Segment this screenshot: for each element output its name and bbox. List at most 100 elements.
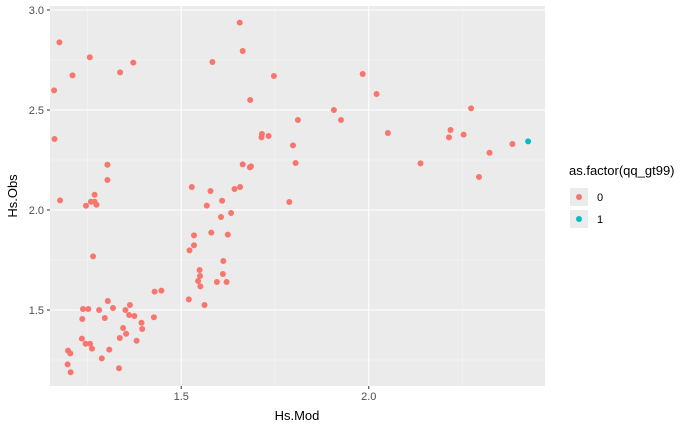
data-point-series-0-88 bbox=[373, 91, 380, 97]
data-point-series-0-56 bbox=[219, 197, 226, 204]
data-point-series-0-25 bbox=[110, 305, 116, 311]
data-point-series-0-13 bbox=[91, 191, 98, 198]
data-point-series-0-37 bbox=[106, 346, 113, 353]
x-tick-label: 2.0 bbox=[361, 391, 376, 403]
data-point-series-0-51 bbox=[188, 184, 195, 190]
data-point-series-0-4 bbox=[130, 59, 137, 66]
data-point-series-0-5 bbox=[51, 87, 58, 94]
legend-marker-0 bbox=[576, 194, 582, 200]
data-point-series-0-61 bbox=[239, 161, 246, 168]
data-point-series-0-1 bbox=[69, 72, 76, 79]
data-point-series-0-86 bbox=[338, 117, 344, 123]
data-point-series-0-6 bbox=[51, 136, 58, 142]
data-point-series-0-48 bbox=[186, 247, 193, 254]
data-point-series-0-0 bbox=[56, 39, 63, 46]
data-point-series-0-3 bbox=[117, 69, 124, 76]
y-tick-label: 3.0 bbox=[29, 5, 44, 17]
data-point-series-0-94 bbox=[468, 105, 475, 112]
data-point-series-0-97 bbox=[509, 141, 516, 147]
data-point-series-0-53 bbox=[203, 202, 210, 209]
legend-label-1: 1 bbox=[597, 214, 603, 226]
data-point-series-0-30 bbox=[101, 315, 108, 321]
data-point-series-0-21 bbox=[82, 340, 89, 347]
grid-lines bbox=[50, 6, 545, 386]
data-point-series-0-15 bbox=[90, 253, 97, 260]
data-point-series-0-72 bbox=[201, 302, 208, 308]
y-axis-title: Hs.Obs bbox=[5, 174, 20, 218]
data-point-series-0-49 bbox=[191, 242, 197, 249]
data-point-series-0-68 bbox=[196, 267, 203, 273]
data-point-series-0-92 bbox=[447, 127, 454, 133]
data-point-series-0-39 bbox=[116, 365, 122, 372]
data-point-series-0-22 bbox=[87, 340, 94, 347]
x-tick-label: 1.5 bbox=[174, 391, 189, 403]
data-point-series-0-96 bbox=[486, 149, 493, 156]
data-point-series-0-75 bbox=[209, 59, 216, 65]
data-point-series-0-65 bbox=[219, 271, 226, 277]
data-point-series-0-27 bbox=[126, 302, 133, 308]
data-point-series-0-90 bbox=[417, 160, 424, 167]
data-point-series-0-17 bbox=[85, 306, 92, 312]
data-point-series-0-43 bbox=[67, 369, 74, 376]
data-point-series-0-73 bbox=[236, 19, 243, 26]
data-point-series-0-42 bbox=[64, 361, 71, 368]
data-point-series-0-58 bbox=[228, 210, 235, 216]
data-point-series-0-24 bbox=[104, 298, 111, 304]
legend: as.factor(qq_gt99) 0 1 bbox=[569, 163, 675, 228]
data-point-series-0-83 bbox=[292, 160, 299, 166]
data-point-series-0-44 bbox=[150, 314, 157, 321]
data-point-series-0-74 bbox=[239, 48, 246, 54]
data-point-series-0-29 bbox=[131, 313, 138, 319]
y-tick-label: 1.5 bbox=[29, 305, 44, 317]
data-point-series-0-69 bbox=[197, 273, 203, 279]
data-point-series-0-70 bbox=[195, 278, 202, 284]
legend-label-0: 0 bbox=[597, 192, 603, 204]
data-point-series-0-10 bbox=[83, 202, 89, 209]
data-point-series-0-26 bbox=[122, 307, 129, 313]
data-point-series-0-47 bbox=[185, 296, 192, 303]
data-point-series-0-64 bbox=[220, 258, 227, 264]
y-axis-ticks: 1.5 2.0 2.5 3.0 bbox=[29, 5, 50, 317]
data-point-series-0-33 bbox=[116, 335, 123, 341]
data-point-series-0-59 bbox=[231, 186, 238, 192]
data-point-series-0-63 bbox=[248, 163, 254, 170]
data-point-series-0-66 bbox=[213, 279, 220, 285]
data-point-series-0-55 bbox=[218, 214, 224, 220]
data-point-series-0-19 bbox=[79, 316, 86, 322]
legend-title: as.factor(qq_gt99) bbox=[569, 163, 675, 178]
legend-marker-1 bbox=[576, 216, 582, 222]
data-point-series-0-93 bbox=[460, 131, 467, 138]
data-point-series-0-16 bbox=[80, 306, 86, 312]
data-point-series-0-60 bbox=[237, 184, 244, 190]
data-point-series-0-76 bbox=[247, 97, 254, 103]
data-point-series-0-89 bbox=[384, 130, 391, 136]
x-axis-title: Hs.Mod bbox=[275, 408, 320, 423]
data-point-series-0-23 bbox=[89, 345, 95, 352]
data-point-series-0-31 bbox=[120, 325, 127, 331]
data-point-series-0-91 bbox=[446, 134, 452, 141]
data-point-series-0-41 bbox=[67, 350, 74, 357]
data-point-series-0-71 bbox=[197, 283, 204, 290]
data-point-series-0-34 bbox=[133, 337, 140, 344]
data-point-series-0-54 bbox=[208, 229, 215, 236]
data-point-series-0-50 bbox=[191, 232, 197, 239]
data-point-series-0-80 bbox=[270, 73, 277, 79]
data-point-series-0-18 bbox=[96, 307, 103, 313]
data-point-series-0-32 bbox=[123, 330, 130, 337]
data-point-series-0-84 bbox=[294, 117, 301, 123]
data-point-series-0-2 bbox=[86, 54, 93, 61]
y-tick-label: 2.0 bbox=[29, 205, 44, 217]
data-point-series-0-14 bbox=[93, 201, 100, 208]
data-point-series-0-77 bbox=[265, 133, 272, 139]
y-tick-label: 2.5 bbox=[29, 105, 44, 117]
data-point-series-0-52 bbox=[207, 188, 214, 194]
data-point-series-0-36 bbox=[139, 326, 146, 332]
data-point-series-0-9 bbox=[104, 177, 111, 183]
data-point-series-0-8 bbox=[104, 161, 111, 168]
data-point-series-0-46 bbox=[158, 287, 165, 294]
data-point-series-0-57 bbox=[224, 231, 231, 238]
data-point-series-0-45 bbox=[151, 288, 158, 295]
data-point-series-0-95 bbox=[476, 174, 482, 180]
data-points bbox=[51, 19, 532, 376]
